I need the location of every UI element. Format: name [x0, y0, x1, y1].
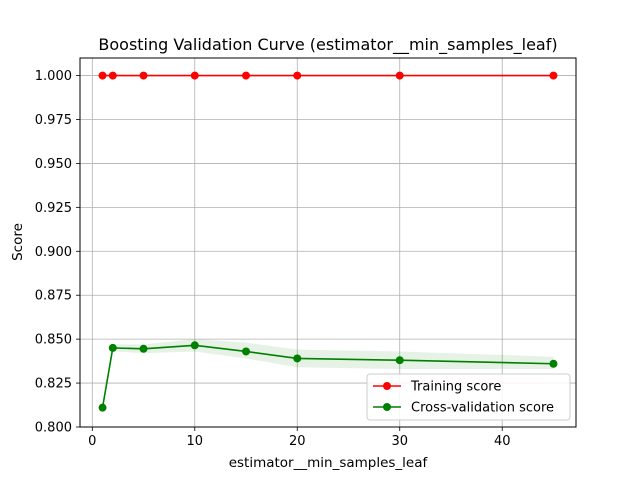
legend-box	[366, 373, 571, 421]
axis-ticks: 0 10 20 30 40 0.800 0.825 0.850 0.875 0.900 0.925 0…	[35, 69, 511, 449]
y-tick-label: 0.925	[35, 201, 72, 216]
data-point	[242, 71, 251, 80]
plot-frame	[79, 57, 577, 428]
data-point	[242, 347, 251, 356]
confidence-bands	[102, 339, 554, 410]
confidence-band-1	[102, 339, 554, 410]
y-tick-label: 0.950	[35, 157, 72, 172]
y-tick-label: 0.825	[35, 377, 72, 392]
legend-label: Cross-validation score	[411, 401, 554, 416]
data-point	[139, 71, 148, 80]
y-tick-label: 0.800	[35, 421, 72, 436]
y-tick-label: 0.900	[35, 245, 72, 260]
data-point	[190, 71, 199, 80]
data-point	[395, 71, 404, 80]
data-point	[98, 71, 107, 80]
y-tick-label: 0.975	[35, 113, 72, 128]
data-point	[108, 343, 117, 352]
data-point	[98, 403, 107, 412]
data-point	[549, 71, 558, 80]
data-point	[293, 354, 302, 363]
x-tick-label: 0	[88, 434, 96, 449]
data-point	[108, 71, 117, 80]
x-tick-label: 20	[289, 434, 306, 449]
data-point	[549, 359, 558, 368]
data-point	[139, 344, 148, 353]
x-tick-label: 40	[494, 434, 511, 449]
x-axis-label: estimator__min_samples_leaf	[229, 455, 429, 471]
chart-title: Boosting Validation Curve (estimator__mi…	[98, 35, 557, 55]
legend-label: Training score	[410, 380, 501, 395]
y-axis-label: Score	[10, 223, 26, 261]
legend-swatch-marker	[383, 403, 391, 411]
x-tick-label: 30	[391, 434, 408, 449]
series-lines	[98, 71, 558, 412]
y-tick-label: 0.850	[35, 333, 72, 348]
data-point	[395, 356, 404, 365]
legend-swatch-marker	[383, 382, 391, 390]
data-point	[190, 341, 199, 350]
y-tick-label: 0.875	[35, 289, 72, 304]
series-line-1	[101, 344, 554, 408]
data-point	[293, 71, 302, 80]
legend: Training score Cross-validation score	[366, 373, 571, 421]
x-tick-label: 10	[187, 434, 204, 449]
y-tick-label: 1.000	[35, 69, 72, 84]
